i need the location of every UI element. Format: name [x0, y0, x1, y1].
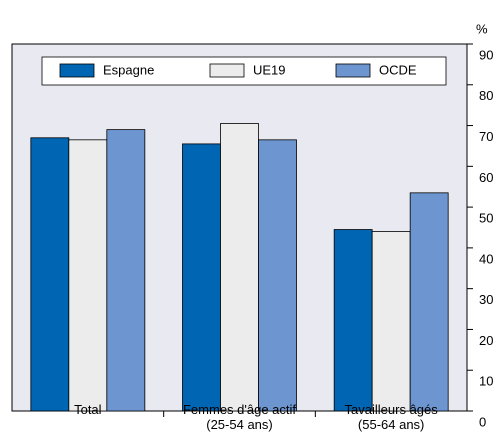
y-tick-label: 40	[479, 251, 493, 266]
y-axis-label: %	[476, 21, 488, 36]
x-tick-label: Total	[74, 402, 102, 417]
bar	[333, 229, 373, 412]
bar	[68, 139, 108, 412]
y-tick-label: 60	[479, 170, 493, 185]
bar	[30, 137, 70, 412]
legend-swatch	[59, 63, 95, 78]
bar	[106, 129, 146, 412]
y-tick-label: 50	[479, 211, 493, 226]
bar	[182, 143, 221, 412]
x-tick-label: Femmes d'âge actif (25-54 ans)	[182, 402, 297, 432]
bar	[409, 192, 449, 412]
y-tick-label: 20	[479, 333, 493, 348]
y-tick-label: 10	[479, 374, 493, 389]
y-tick-label: 80	[479, 88, 493, 103]
legend-swatch	[209, 63, 245, 78]
bar	[220, 123, 259, 412]
y-tick-label: 90	[479, 47, 493, 62]
legend-label: UE19	[253, 62, 286, 77]
y-tick-label: 0	[479, 414, 486, 429]
legend-swatch	[335, 63, 371, 78]
legend-label: OCDE	[379, 62, 417, 77]
y-tick-label: 30	[479, 292, 493, 307]
y-tick-label: 70	[479, 129, 493, 144]
bar	[371, 231, 411, 412]
x-tick-label: Tavailleurs âgés (55-64 ans)	[344, 402, 438, 432]
legend-label: Espagne	[103, 62, 154, 77]
bar	[258, 139, 297, 412]
